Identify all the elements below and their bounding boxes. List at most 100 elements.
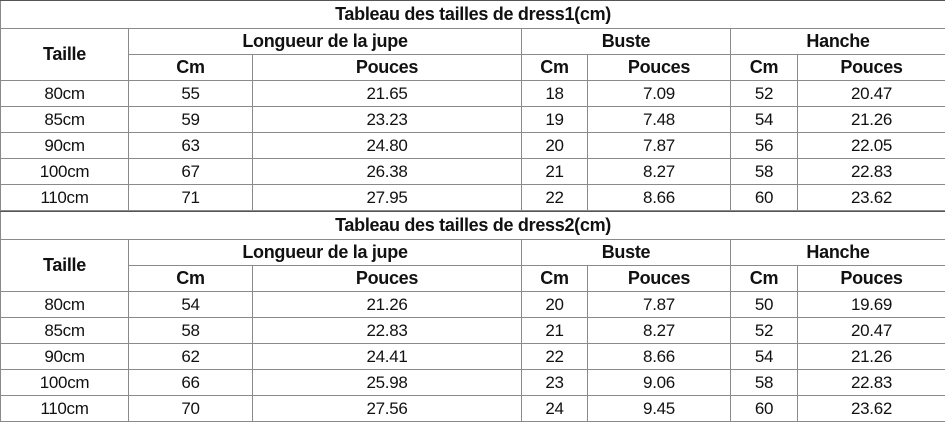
cell-bust-cm: 20	[522, 133, 588, 159]
cell-bust-in: 7.09	[588, 81, 731, 107]
cell-skirt-in: 25.98	[253, 370, 522, 396]
cell-hip-in: 21.26	[798, 344, 945, 370]
cell-size: 110cm	[1, 185, 129, 211]
header-cm: Cm	[731, 266, 798, 292]
header-cm: Cm	[129, 266, 253, 292]
header-cm: Cm	[731, 55, 798, 81]
header-bust: Buste	[522, 29, 731, 55]
cell-bust-in: 8.27	[588, 159, 731, 185]
cell-hip-cm: 52	[731, 318, 798, 344]
cell-skirt-cm: 66	[129, 370, 253, 396]
header-skirt-length: Longueur de la jupe	[129, 29, 522, 55]
cell-size: 85cm	[1, 318, 129, 344]
cell-hip-in: 20.47	[798, 318, 945, 344]
cell-skirt-in: 24.80	[253, 133, 522, 159]
cell-hip-cm: 58	[731, 159, 798, 185]
table-title: Tableau des tailles de dress1(cm)	[1, 1, 945, 29]
cell-hip-cm: 54	[731, 344, 798, 370]
table-title: Tableau des tailles de dress2(cm)	[1, 212, 945, 240]
cell-size: 80cm	[1, 292, 129, 318]
cell-bust-cm: 21	[522, 159, 588, 185]
cell-hip-cm: 52	[731, 81, 798, 107]
cell-hip-in: 21.26	[798, 107, 945, 133]
cell-skirt-cm: 67	[129, 159, 253, 185]
cell-skirt-cm: 55	[129, 81, 253, 107]
header-cm: Cm	[129, 55, 253, 81]
cell-skirt-in: 24.41	[253, 344, 522, 370]
cell-skirt-cm: 70	[129, 396, 253, 422]
cell-bust-cm: 20	[522, 292, 588, 318]
cell-skirt-in: 27.56	[253, 396, 522, 422]
cell-hip-in: 23.62	[798, 185, 945, 211]
header-inches: Pouces	[253, 266, 522, 292]
cell-skirt-cm: 59	[129, 107, 253, 133]
cell-skirt-cm: 54	[129, 292, 253, 318]
cell-size: 100cm	[1, 159, 129, 185]
cell-bust-in: 8.66	[588, 344, 731, 370]
cell-hip-in: 22.83	[798, 370, 945, 396]
header-size: Taille	[1, 29, 129, 81]
header-inches: Pouces	[588, 55, 731, 81]
cell-size: 100cm	[1, 370, 129, 396]
cell-bust-in: 9.45	[588, 396, 731, 422]
cell-skirt-in: 21.65	[253, 81, 522, 107]
cell-size: 90cm	[1, 133, 129, 159]
cell-skirt-in: 27.95	[253, 185, 522, 211]
cell-size: 80cm	[1, 81, 129, 107]
header-skirt-length: Longueur de la jupe	[129, 240, 522, 266]
cell-hip-in: 19.69	[798, 292, 945, 318]
cell-hip-in: 22.83	[798, 159, 945, 185]
cell-hip-cm: 60	[731, 396, 798, 422]
header-cm: Cm	[522, 266, 588, 292]
cell-skirt-cm: 62	[129, 344, 253, 370]
header-cm: Cm	[522, 55, 588, 81]
cell-hip-in: 20.47	[798, 81, 945, 107]
header-inches: Pouces	[798, 55, 945, 81]
cell-bust-cm: 22	[522, 185, 588, 211]
cell-hip-in: 22.05	[798, 133, 945, 159]
cell-bust-cm: 19	[522, 107, 588, 133]
cell-bust-cm: 18	[522, 81, 588, 107]
cell-bust-in: 9.06	[588, 370, 731, 396]
cell-bust-cm: 23	[522, 370, 588, 396]
cell-hip-cm: 58	[731, 370, 798, 396]
cell-hip-in: 23.62	[798, 396, 945, 422]
cell-hip-cm: 50	[731, 292, 798, 318]
header-size: Taille	[1, 240, 129, 292]
cell-bust-cm: 22	[522, 344, 588, 370]
cell-bust-in: 8.66	[588, 185, 731, 211]
cell-skirt-in: 23.23	[253, 107, 522, 133]
header-inches: Pouces	[253, 55, 522, 81]
cell-bust-in: 7.48	[588, 107, 731, 133]
cell-skirt-in: 26.38	[253, 159, 522, 185]
cell-skirt-cm: 63	[129, 133, 253, 159]
cell-skirt-cm: 58	[129, 318, 253, 344]
header-hip: Hanche	[731, 240, 945, 266]
cell-skirt-in: 21.26	[253, 292, 522, 318]
cell-hip-cm: 60	[731, 185, 798, 211]
cell-bust-in: 8.27	[588, 318, 731, 344]
cell-bust-in: 7.87	[588, 133, 731, 159]
header-inches: Pouces	[798, 266, 945, 292]
header-hip: Hanche	[731, 29, 945, 55]
cell-hip-cm: 54	[731, 107, 798, 133]
cell-bust-cm: 21	[522, 318, 588, 344]
cell-bust-cm: 24	[522, 396, 588, 422]
cell-size: 85cm	[1, 107, 129, 133]
cell-hip-cm: 56	[731, 133, 798, 159]
cell-size: 110cm	[1, 396, 129, 422]
cell-skirt-cm: 71	[129, 185, 253, 211]
